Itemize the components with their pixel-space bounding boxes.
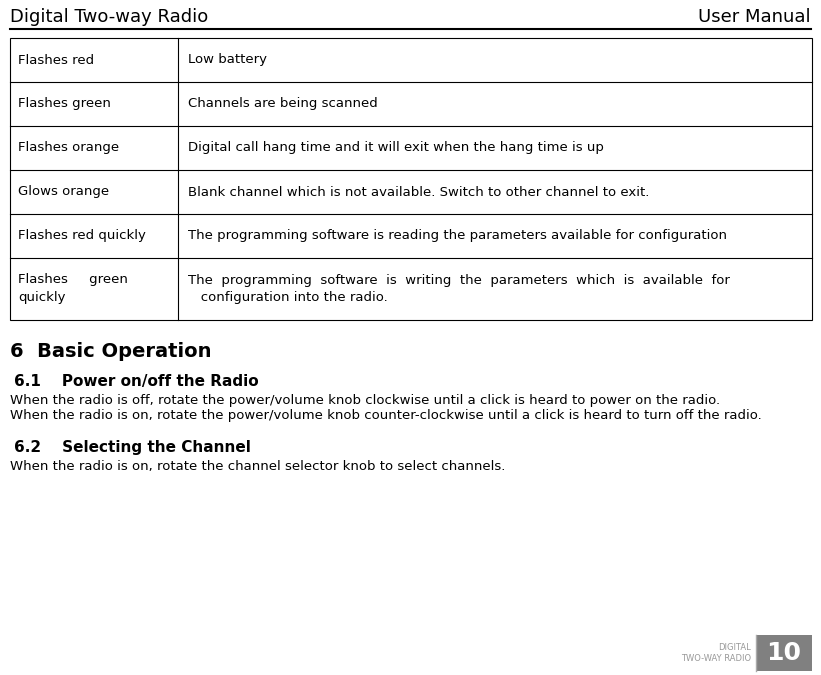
Text: When the radio is on, rotate the power/volume knob counter-clockwise until a cli: When the radio is on, rotate the power/v… xyxy=(10,409,762,422)
Text: 10: 10 xyxy=(767,641,801,665)
Text: User Manual: User Manual xyxy=(699,8,811,26)
Bar xyxy=(10,38,812,320)
Text: Flashes red quickly: Flashes red quickly xyxy=(18,230,146,242)
Text: Digital Two-way Radio: Digital Two-way Radio xyxy=(10,8,209,26)
Text: Flashes green: Flashes green xyxy=(18,97,111,111)
Text: 6.1    Power on/off the Radio: 6.1 Power on/off the Radio xyxy=(14,374,259,389)
Text: DIGITAL
TWO-WAY RADIO: DIGITAL TWO-WAY RADIO xyxy=(681,643,751,664)
Text: Flashes orange: Flashes orange xyxy=(18,142,119,155)
Text: Channels are being scanned: Channels are being scanned xyxy=(188,97,378,111)
Text: Flashes red: Flashes red xyxy=(18,53,94,67)
Text: When the radio is off, rotate the power/volume knob clockwise until a click is h: When the radio is off, rotate the power/… xyxy=(10,394,720,407)
Text: 6  Basic Operation: 6 Basic Operation xyxy=(10,342,212,361)
Text: The  programming  software  is  writing  the  parameters  which  is  available  : The programming software is writing the … xyxy=(188,274,730,304)
Text: When the radio is on, rotate the channel selector knob to select channels.: When the radio is on, rotate the channel… xyxy=(10,460,506,473)
Text: Low battery: Low battery xyxy=(188,53,267,67)
Text: Blank channel which is not available. Switch to other channel to exit.: Blank channel which is not available. Sw… xyxy=(188,186,649,198)
Text: Digital call hang time and it will exit when the hang time is up: Digital call hang time and it will exit … xyxy=(188,142,604,155)
Text: 6.2    Selecting the Channel: 6.2 Selecting the Channel xyxy=(14,440,251,455)
Text: Flashes     green
quickly: Flashes green quickly xyxy=(18,273,128,304)
Text: Glows orange: Glows orange xyxy=(18,186,109,198)
Text: The programming software is reading the parameters available for configuration: The programming software is reading the … xyxy=(188,230,727,242)
Bar xyxy=(756,635,812,671)
